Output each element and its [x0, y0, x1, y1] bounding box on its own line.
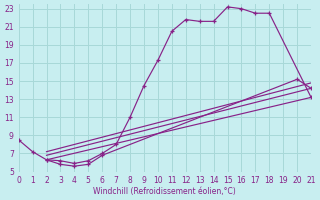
X-axis label: Windchill (Refroidissement éolien,°C): Windchill (Refroidissement éolien,°C): [93, 187, 236, 196]
